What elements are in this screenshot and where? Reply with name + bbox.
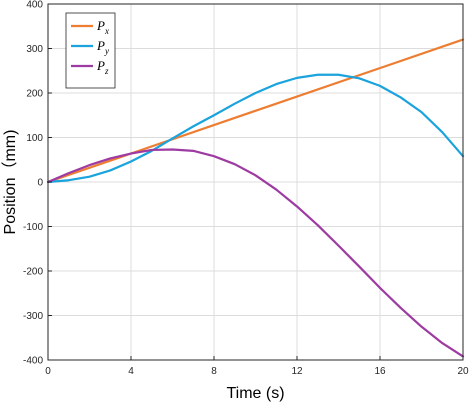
x-tick-label: 20 (457, 366, 469, 377)
y-tick-label: 400 (26, 0, 43, 11)
x-tick-label: 8 (211, 366, 217, 377)
legend-label: Pz (96, 58, 109, 76)
legend-label-name: P (96, 58, 105, 73)
y-axis-label: Position（mm) (1, 130, 19, 235)
legend-label-name: P (96, 38, 105, 53)
series-layer (46, 38, 465, 358)
x-tick-label: 16 (374, 366, 386, 377)
x-axis-label: Time (s) (226, 385, 284, 402)
series-line-pz (46, 148, 465, 358)
legend-label: Py (96, 38, 109, 56)
legend-label-subscript: y (104, 46, 109, 56)
y-tick-label: -100 (23, 222, 43, 233)
series-line-px (46, 38, 465, 184)
legend-label: Px (96, 18, 109, 36)
legend-label-subscript: x (104, 26, 109, 36)
y-tick-label: -200 (23, 267, 43, 278)
y-tick-label: -300 (23, 311, 43, 322)
x-tick-label: 4 (128, 366, 134, 377)
series-line-py (46, 73, 465, 184)
y-tick-label: 0 (37, 178, 43, 189)
axis-ticks: 0 4 8 12 16 20 -400 -300 -200 -100 0 100 200 300 400 (23, 0, 469, 377)
y-tick-label: -400 (23, 356, 43, 367)
x-tick-label: 0 (45, 366, 51, 377)
y-tick-label: 300 (26, 44, 43, 55)
y-tick-label: 200 (26, 89, 43, 100)
y-tick-label: 100 (26, 133, 43, 144)
legend-label-name: P (96, 18, 105, 33)
x-tick-label: 12 (291, 366, 303, 377)
legend-label-subscript: z (104, 66, 109, 76)
